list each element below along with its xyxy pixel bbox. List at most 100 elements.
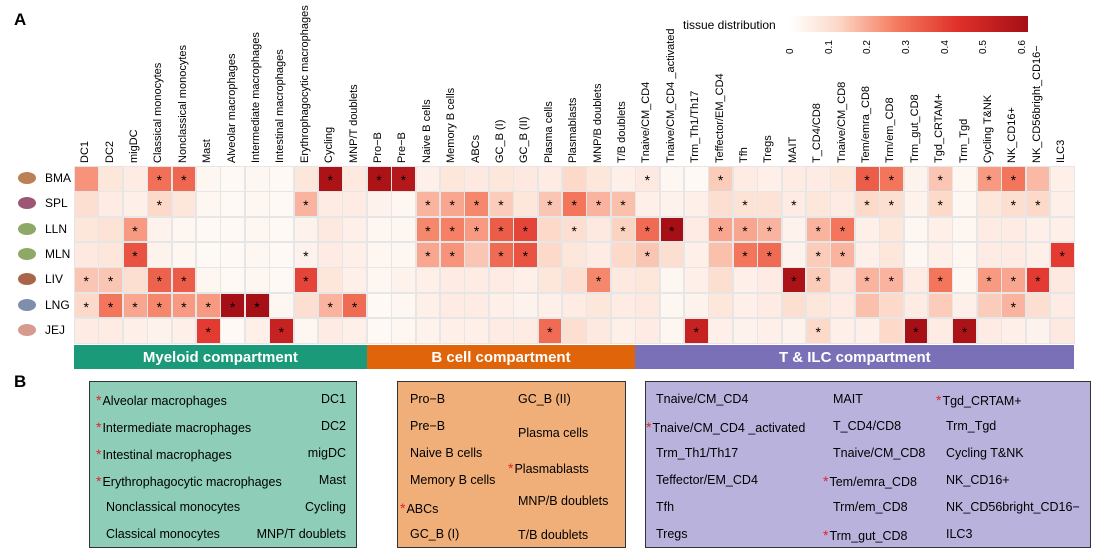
heatmap-cell: [757, 241, 783, 268]
heatmap-cell: [366, 191, 392, 218]
significance-star: *: [303, 273, 309, 290]
significance-star: *: [156, 197, 163, 214]
liver-icon: [16, 271, 38, 287]
significance-star: *: [107, 273, 114, 290]
heatmap-cell: [757, 292, 783, 319]
heatmap-cell: [537, 166, 563, 192]
column-label: T/B doublets: [616, 101, 628, 163]
column-label: MAIT: [786, 136, 799, 163]
heatmap-cell: [732, 267, 758, 293]
heatmap-cell: [98, 267, 124, 293]
heatmap-cell: [147, 241, 173, 268]
significance-star: *: [376, 172, 382, 188]
heatmap-cell: [98, 191, 124, 218]
heatmap-cell: [391, 216, 417, 243]
heatmap-cell: [293, 191, 319, 218]
column-label: migDC: [128, 129, 140, 163]
heatmap-cell: [586, 292, 612, 319]
significance-star: *: [986, 273, 992, 290]
significance-star: *: [449, 222, 455, 239]
heatmap-cell: [854, 292, 880, 319]
heatmap-cell: [684, 317, 709, 344]
heatmap-cell: [147, 191, 173, 218]
column-label: Intestinal macrophages: [274, 49, 287, 163]
heatmap-cell: [586, 317, 612, 344]
significance-star: *: [620, 222, 626, 239]
heatmap-cell: [342, 267, 368, 293]
heatmap-cell: [659, 292, 685, 319]
star-marker: *: [936, 392, 942, 408]
heatmap-cell: [440, 216, 465, 243]
heatmap-cell: [220, 216, 246, 243]
heatmap-cell: [684, 166, 709, 192]
heatmap-cell: [464, 292, 490, 319]
heatmap-cell: [781, 267, 807, 293]
legend-item: *Intermediate macrophages: [96, 419, 252, 435]
heatmap-cell: [562, 317, 587, 344]
heatmap-cell: [1001, 317, 1027, 344]
legend-item: Tnaive/CM_CD4: [656, 392, 749, 406]
heatmap-cell: [440, 191, 465, 218]
legend-item: DC1: [320, 392, 346, 406]
compartment-label: Myeloid compartment: [142, 348, 298, 366]
heatmap-cell: [757, 166, 783, 192]
heatmap-cell: [513, 191, 539, 218]
heatmap-cell: [1025, 267, 1051, 293]
significance-star: *: [864, 273, 870, 290]
heatmap-cell: [684, 191, 709, 218]
heatmap-cell: [610, 292, 636, 319]
heatmap-cell: [391, 267, 417, 293]
heatmap-cell: [976, 216, 1002, 243]
heatmap-cell: [1001, 216, 1027, 243]
legend-item: migDC: [307, 446, 346, 460]
heatmap-cell: [74, 191, 99, 218]
heatmap-cell: [1050, 292, 1075, 319]
heatmap-cell: [952, 191, 978, 218]
heatmap-cell: [659, 191, 685, 218]
heatmap-cell: [147, 267, 173, 293]
heatmap-cell: [391, 317, 417, 344]
column-label: GC_B (II): [518, 116, 531, 163]
heatmap-cell: [586, 241, 612, 268]
heatmap-cell: [440, 317, 465, 344]
legend-item: GC_B (II): [518, 392, 571, 406]
legend-item: DC2: [320, 419, 346, 433]
heatmap-cell: [122, 166, 148, 192]
column-label: Tfh: [738, 147, 750, 163]
heatmap-cell: [903, 267, 929, 293]
column-label: Plasmablasts: [567, 97, 580, 163]
legend-item: GC_B (I): [410, 527, 460, 541]
heatmap-cell: [269, 166, 295, 192]
significance-star: *: [766, 247, 773, 264]
heatmap-cell: [293, 267, 319, 293]
heatmap-cell: [415, 166, 441, 192]
legend-item: Plasma cells: [518, 426, 589, 440]
significance-star: *: [498, 247, 504, 264]
heatmap-cell: [269, 191, 295, 218]
star-marker: *: [96, 446, 102, 462]
heatmap-cell: [318, 241, 343, 268]
column-label: Cycling T&NK: [982, 94, 994, 163]
heatmap-cell: [1025, 241, 1051, 268]
heatmap-cell: [147, 292, 173, 319]
significance-star: *: [937, 172, 943, 188]
heatmap-cell: [1025, 317, 1051, 344]
legend-item: MAIT: [833, 392, 863, 406]
significance-star: *: [473, 197, 480, 214]
significance-star: *: [815, 273, 821, 290]
heatmap-cell: [122, 191, 148, 218]
heatmap-cell: [98, 216, 124, 243]
heatmap-cell: [830, 166, 856, 192]
heatmap-cell: [342, 216, 368, 243]
column-label: Trm/em_CD8: [884, 97, 897, 163]
heatmap-cell: [98, 241, 124, 268]
heatmap-cell: [684, 267, 709, 293]
heatmap-cell: [98, 317, 124, 344]
significance-star: *: [1059, 247, 1065, 264]
significance-star: *: [1010, 298, 1017, 315]
heatmap-cell: [1001, 267, 1027, 293]
heatmap-cell: [928, 241, 953, 268]
heatmap-cell: [781, 241, 807, 268]
colorbar-tick-label: 0.6: [1017, 40, 1028, 54]
column-label: Trm_Th1/Th17: [689, 90, 702, 163]
